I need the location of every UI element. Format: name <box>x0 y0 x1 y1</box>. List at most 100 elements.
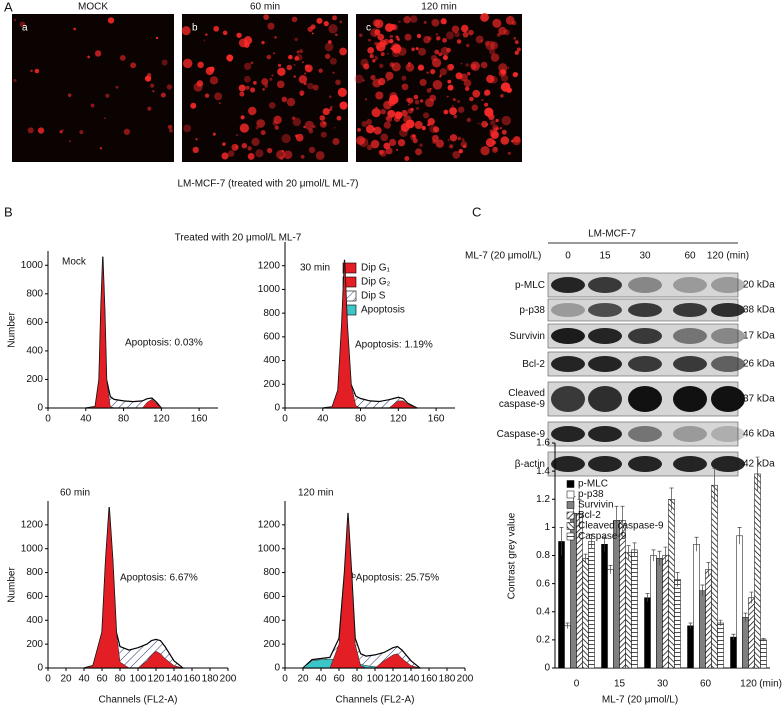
fluorescent-spot <box>463 79 472 87</box>
fluorescent-spot <box>417 64 425 71</box>
fluorescent-spot <box>19 21 26 28</box>
bar <box>760 639 767 669</box>
fluorescent-spot <box>485 138 495 148</box>
fluorescent-spot <box>469 96 474 102</box>
fluorescent-spot <box>395 148 399 151</box>
bar <box>699 590 706 669</box>
blot-band <box>588 426 622 442</box>
error-bar <box>700 584 705 597</box>
fluorescent-spot <box>415 106 420 111</box>
fluorescent-spot <box>291 116 296 120</box>
fluorescent-spot <box>388 94 399 105</box>
legend-label: Dip G₂ <box>361 277 391 288</box>
fluorescent-spot <box>359 33 363 37</box>
blot-band <box>628 328 662 344</box>
fluorescent-spot <box>367 46 375 54</box>
fluorescent-spot <box>490 130 499 140</box>
y-tick-label: 1200 <box>258 260 281 271</box>
fluorescent-spot <box>496 32 501 37</box>
lane-label: 15 <box>599 251 611 262</box>
fluorescent-spot <box>372 59 376 63</box>
fluorescent-spot <box>460 62 463 65</box>
legend-swatch <box>566 501 575 509</box>
fluorescent-spot <box>484 89 491 96</box>
fluorescent-spot <box>247 146 252 151</box>
fluorescent-spot <box>333 126 336 129</box>
x-tick-label: 20 <box>60 674 72 685</box>
bar <box>558 541 565 669</box>
fluorescent-spot <box>410 15 418 23</box>
band-size: 20 kDa <box>743 280 775 291</box>
fluorescent-spot <box>480 39 483 42</box>
fluorescent-spot <box>196 80 204 87</box>
error-bar <box>565 622 570 629</box>
fluorescent-spot <box>214 92 223 101</box>
fluorescent-spot <box>322 121 326 125</box>
fluorescent-spot <box>130 62 137 69</box>
fluorescent-spot <box>356 136 366 145</box>
fluorescent-spot <box>322 107 330 116</box>
error-bar <box>577 498 582 528</box>
x-axis-label: ML-7 (20 μmol/L) <box>602 695 678 706</box>
fluorescent-spot <box>293 75 296 78</box>
y-tick-label: 400 <box>26 615 43 626</box>
lane-label: 30 <box>639 251 651 262</box>
panel-label: B <box>4 204 13 219</box>
fluorescent-spot <box>195 138 198 141</box>
blot-band <box>673 277 707 293</box>
fluorescent-spot <box>365 124 375 134</box>
phase-area <box>137 651 184 669</box>
fluorescent-spot <box>364 98 368 101</box>
fluorescent-spot <box>447 63 455 71</box>
fluorescent-spot <box>514 40 519 44</box>
fluorescent-spot <box>329 105 333 110</box>
lane-label: 120 (min) <box>707 251 749 262</box>
x-tick-label: 40 <box>317 414 329 425</box>
protein-label: Bcl-2 <box>522 358 545 370</box>
legend-swatch <box>566 522 575 530</box>
panel-label: A <box>4 0 13 14</box>
fluorescent-spot <box>90 103 95 108</box>
x-tick-label: 30 <box>657 679 669 690</box>
fluorescent-spot <box>261 78 269 86</box>
error-bar <box>626 545 631 560</box>
y-tick-label: 800 <box>263 308 280 319</box>
legend-label: p-MLC <box>578 479 608 490</box>
fluorescent-spot <box>460 141 468 148</box>
error-bar <box>645 593 650 602</box>
fluorescent-spot <box>391 96 397 103</box>
fluorescent-spot <box>462 31 469 38</box>
fluorescent-spot <box>380 108 386 115</box>
fluorescent-spot <box>454 31 460 38</box>
y-tick-label: 1200 <box>258 519 281 530</box>
blot-band <box>588 303 622 317</box>
fluorescent-spot <box>440 18 447 25</box>
fluorescent-spot <box>489 129 493 133</box>
blot-band <box>588 456 622 472</box>
error-bar <box>731 633 736 640</box>
fluorescent-spot <box>423 35 431 44</box>
blot-band <box>628 426 662 442</box>
fluorescent-spot <box>455 72 463 80</box>
y-tick-label: 1.6 <box>536 438 550 449</box>
fluorescent-spot <box>300 93 304 97</box>
fluorescent-spot <box>401 109 408 117</box>
y-tick-label: 0 <box>274 663 280 674</box>
x-tick-label: 180 <box>439 674 456 685</box>
fluorescent-spot <box>449 134 458 142</box>
y-tick-label: 400 <box>26 346 43 357</box>
bar <box>644 597 651 669</box>
plot-title: 60 min <box>60 488 90 499</box>
bar <box>662 555 669 669</box>
fluorescent-spot <box>281 96 288 103</box>
fluorescent-spot <box>480 145 490 156</box>
fluorescent-spot <box>293 63 296 67</box>
fluorescent-spot <box>481 120 488 128</box>
protein-label: β-actin <box>514 458 545 470</box>
fluorescent-spot <box>234 145 239 149</box>
blot-band <box>588 277 622 293</box>
caption: LM-MCF-7 (treated with 20 μmol/L ML-7) <box>178 179 359 190</box>
fluorescent-spot <box>323 21 329 27</box>
band-size: 37 kDa <box>743 394 775 405</box>
fluorescent-spot <box>262 88 265 91</box>
